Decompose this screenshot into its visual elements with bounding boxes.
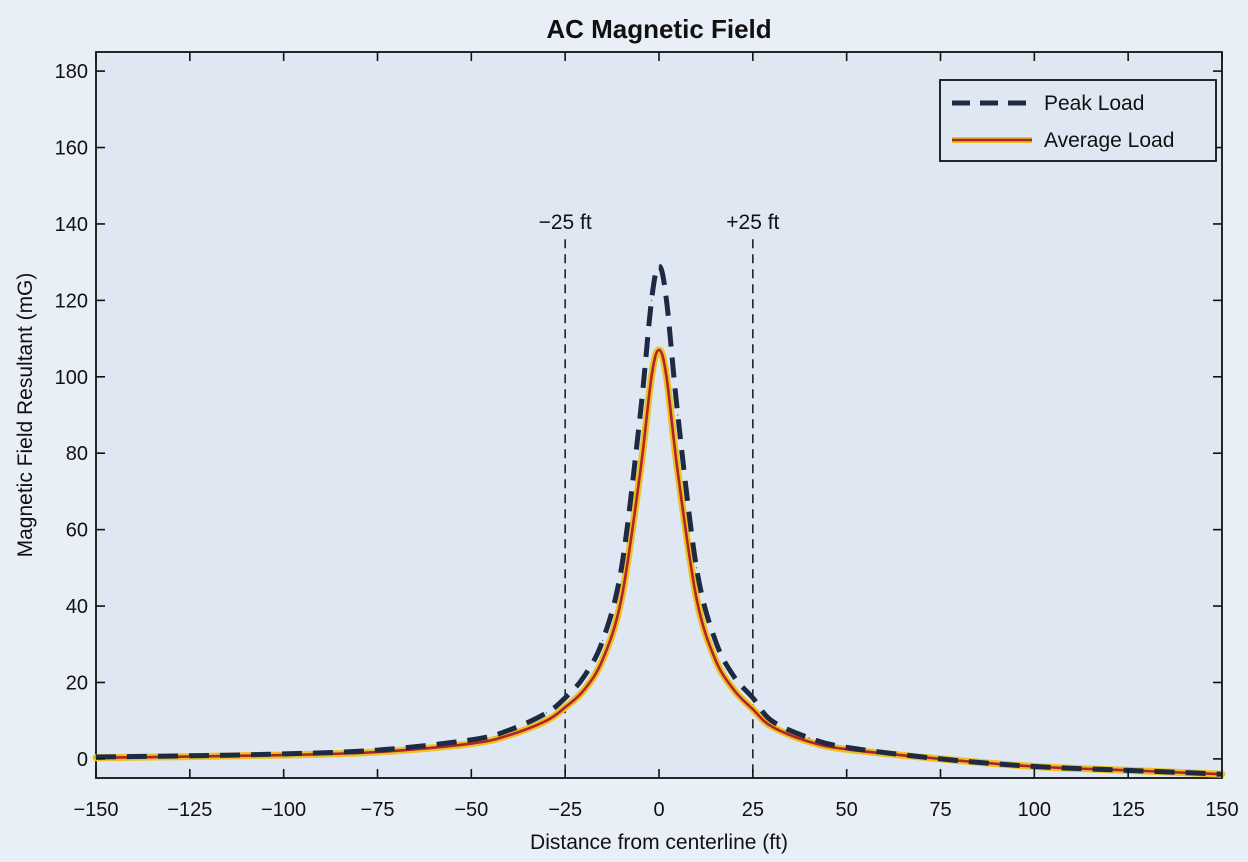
data-point-average-load (508, 734, 510, 736)
data-point-average-load (620, 597, 623, 600)
x-tick-label: 25 (742, 799, 764, 821)
data-point-average-load (583, 689, 585, 691)
x-tick-label: 100 (1018, 799, 1051, 821)
data-point-average-load (770, 725, 773, 728)
data-point-peak-load (845, 746, 848, 749)
data-point-peak-load (508, 729, 510, 731)
data-point-peak-load (583, 675, 585, 678)
data-point-peak-load (695, 567, 698, 569)
data-point-average-load (665, 376, 668, 378)
annotation-label: −25 ft (539, 211, 592, 234)
x-tick-label: 75 (929, 799, 951, 821)
data-point-average-load (470, 742, 473, 745)
y-tick-label: 80 (66, 443, 88, 465)
data-point-average-load (564, 706, 566, 709)
legend-label-peak-load: Peak Load (1044, 92, 1144, 115)
y-tick-label: 160 (55, 138, 88, 160)
data-point-peak-load (376, 749, 379, 751)
y-axis-label: Magnetic Field Resultant (mG) (14, 273, 37, 558)
legend-label-average-load: Average Load (1044, 129, 1174, 152)
data-point-average-load (939, 758, 942, 760)
x-axis-label: Distance from centerline (ft) (530, 831, 788, 854)
data-point-average-load (808, 740, 810, 743)
data-point-peak-load (470, 739, 473, 741)
data-point-peak-load (752, 697, 754, 699)
data-point-peak-load (639, 414, 641, 416)
y-tick-label: 120 (55, 290, 88, 312)
data-point-peak-load (665, 299, 668, 302)
x-tick-label: 125 (1111, 799, 1144, 821)
data-point-average-load (695, 597, 698, 600)
data-point-average-load (752, 708, 754, 710)
data-point-average-load (639, 471, 641, 474)
x-tick-label: −100 (261, 799, 306, 821)
x-tick-label: 150 (1205, 799, 1238, 821)
series-layer (92, 263, 1226, 778)
data-point-average-load (650, 376, 653, 378)
x-tick-label: −125 (167, 799, 212, 821)
data-point-peak-load (770, 719, 773, 722)
data-point-peak-load (564, 697, 566, 699)
data-point-peak-load (733, 675, 735, 678)
data-point-average-load (1033, 765, 1036, 768)
x-tick-label: 0 (653, 799, 664, 821)
data-point-average-load (189, 755, 191, 758)
y-tick-label: 140 (55, 214, 88, 236)
data-point-average-load (545, 719, 548, 722)
y-tick-label: 100 (55, 367, 88, 389)
x-tick-label: −150 (73, 799, 118, 821)
data-point-peak-load (650, 299, 653, 302)
annotation-label: +25 ft (726, 211, 779, 234)
x-tick-label: 50 (836, 799, 858, 821)
data-point-average-load (677, 471, 679, 474)
data-point-peak-load (282, 753, 285, 755)
annotations-layer: −25 ft +25 ft (539, 211, 780, 778)
data-point-average-load (601, 658, 604, 661)
data-point-average-load (733, 689, 735, 691)
y-tick-label: 60 (66, 520, 88, 542)
y-tick-label: 40 (66, 596, 88, 618)
data-point-average-load (376, 751, 379, 753)
plot-area (95, 51, 1223, 779)
y-tick-label: 20 (66, 672, 88, 694)
data-point-peak-load (620, 567, 623, 569)
legend: Peak Load Average Load (939, 79, 1217, 162)
data-point-peak-load (601, 639, 604, 642)
data-point-peak-load (714, 639, 717, 642)
data-point-average-load (714, 658, 717, 661)
y-tick-label: 180 (55, 61, 88, 83)
data-point-peak-load (545, 712, 548, 714)
data-point-average-load (845, 748, 848, 751)
ticks-layer: −150 −125 −100 −75 −50 −25 0 25 50 75 100 125 150 0 20… (55, 52, 1239, 821)
data-point-peak-load (677, 414, 679, 416)
data-point-peak-load (658, 265, 660, 267)
data-point-average-load (282, 754, 285, 756)
data-point-average-load (658, 349, 660, 351)
y-tick-label: 0 (77, 749, 88, 771)
data-point-peak-load (808, 737, 810, 739)
x-tick-label: −50 (454, 799, 488, 821)
legend-box (939, 79, 1217, 162)
x-tick-label: −75 (361, 799, 395, 821)
x-tick-label: −25 (548, 799, 582, 821)
chart-title: AC Magnetic Field (546, 14, 771, 44)
